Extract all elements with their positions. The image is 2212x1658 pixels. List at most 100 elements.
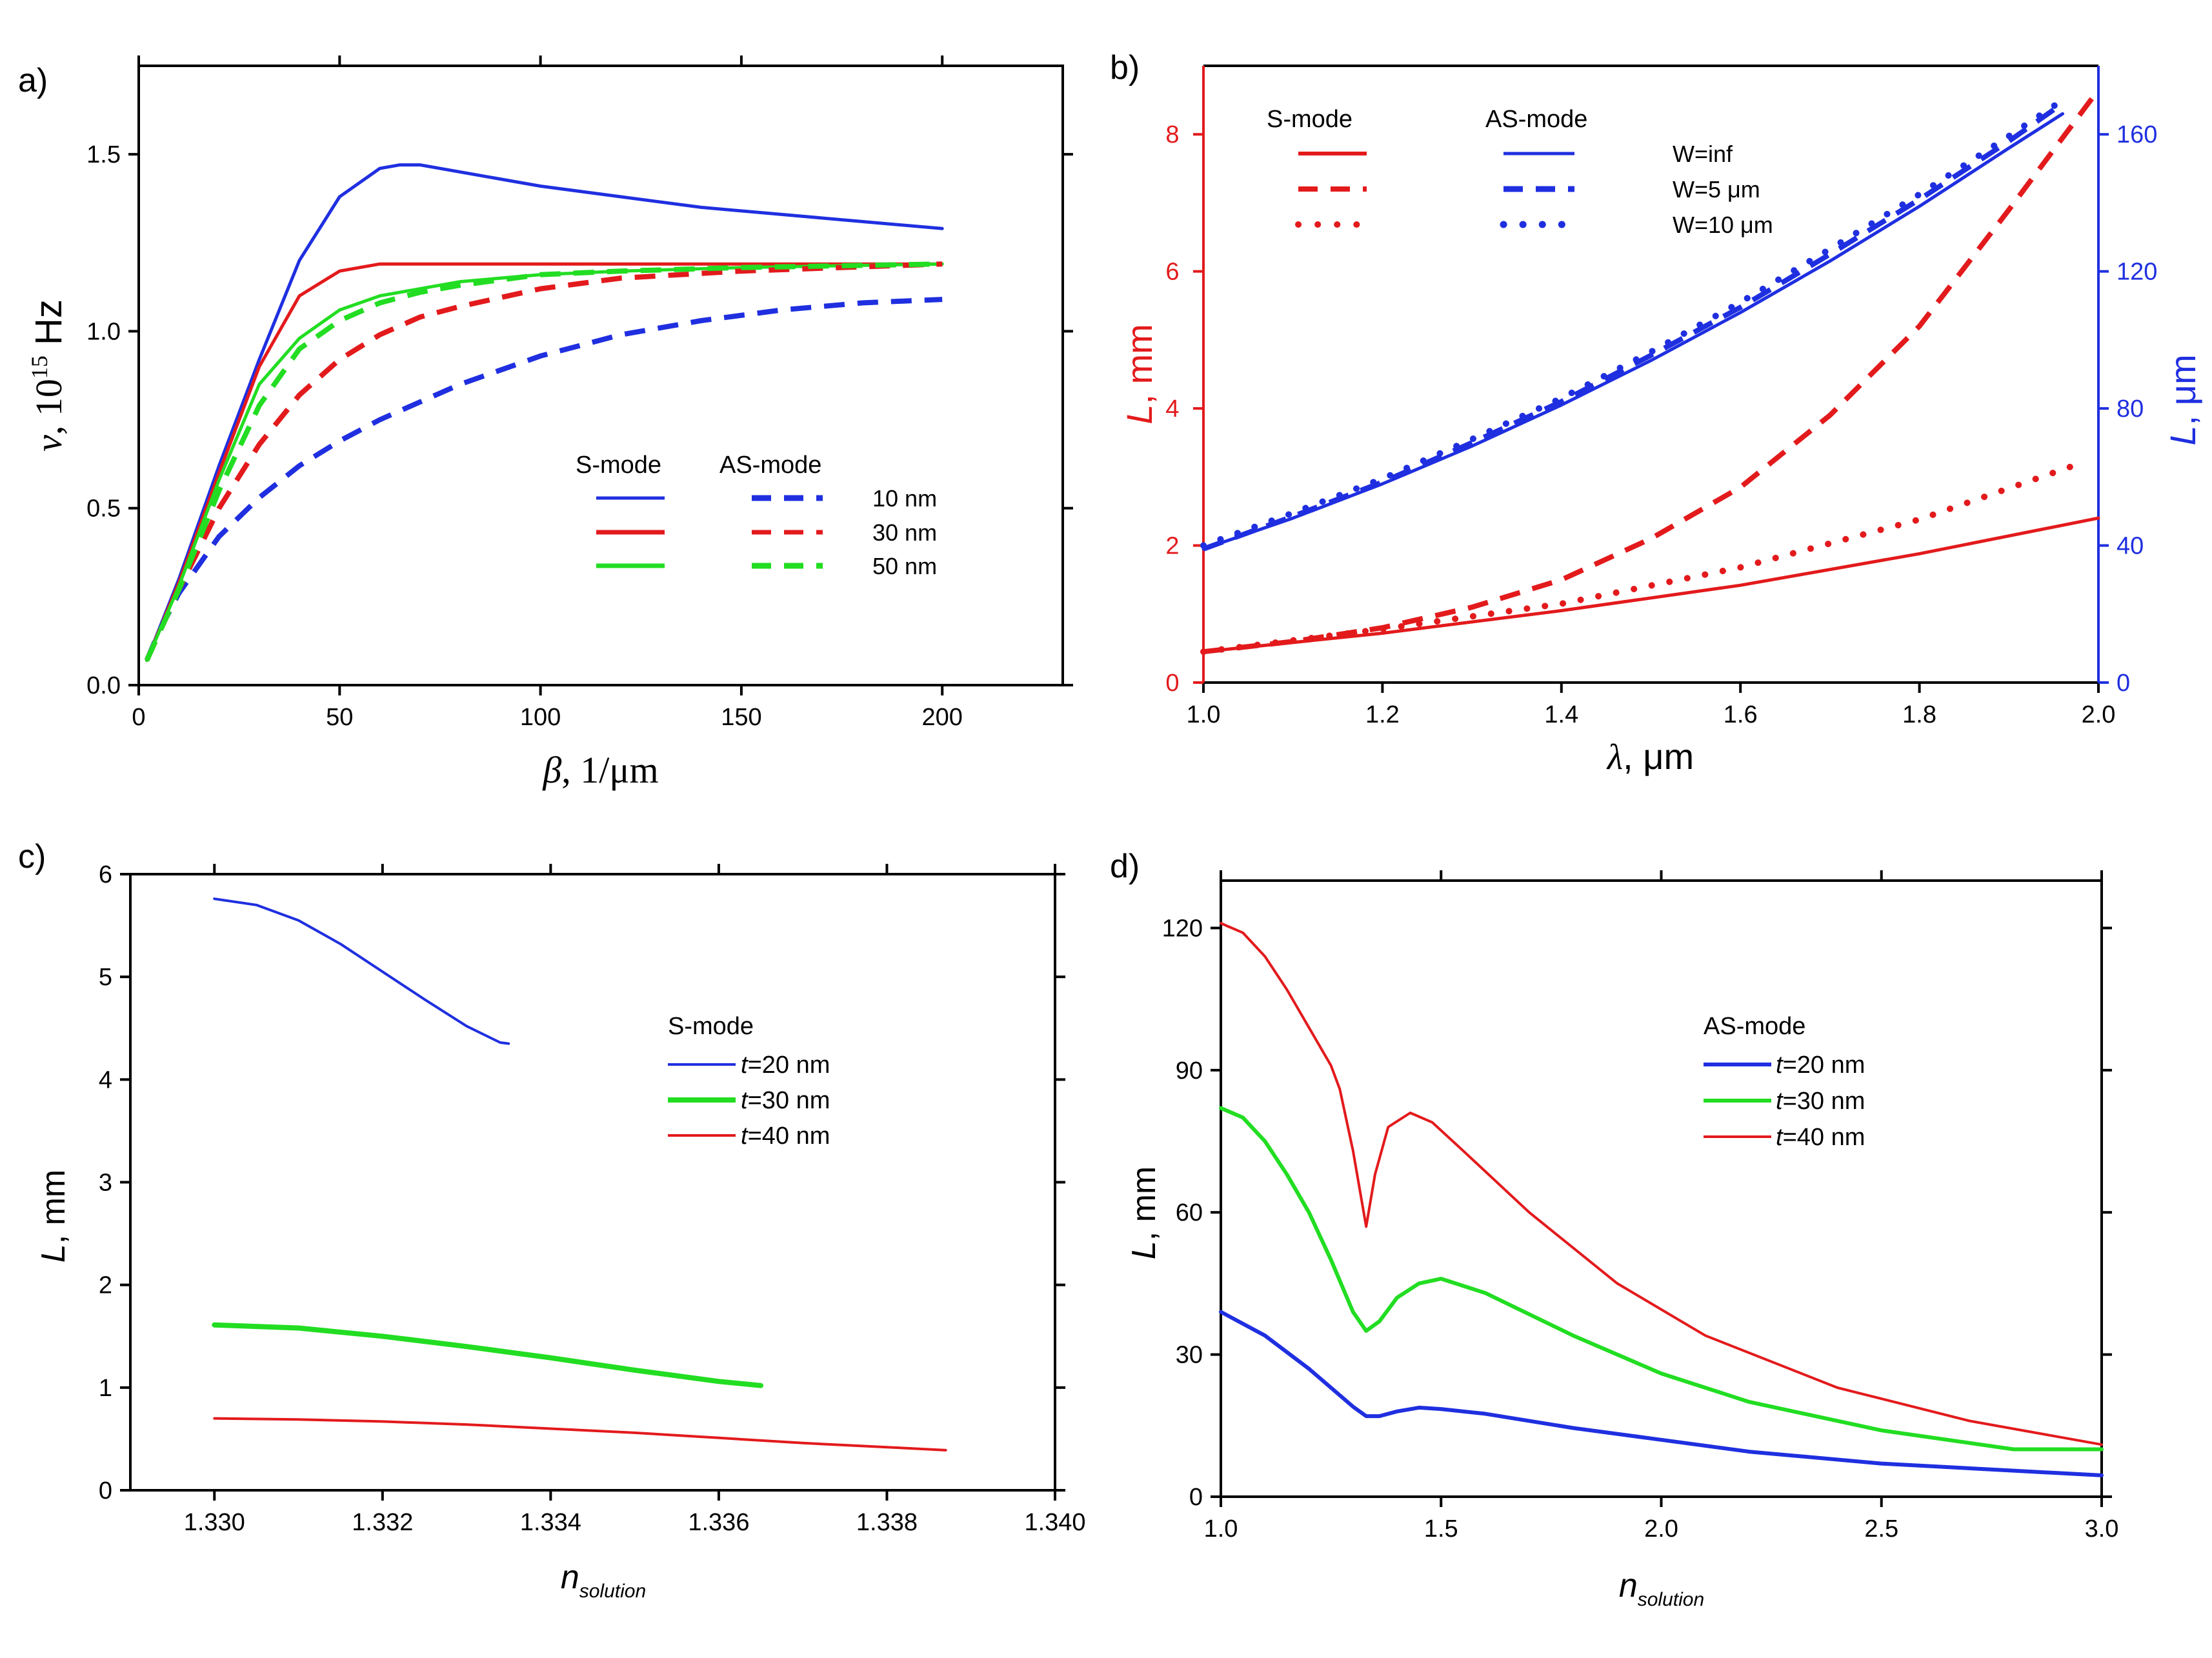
- panel-b-legend-label-inf: W=inf: [1673, 141, 1733, 167]
- b-xtick-label: 2.0: [2082, 701, 2116, 728]
- panel-b-ylabel-left: L, mm: [1119, 324, 1160, 424]
- a-ytick-label: 0.5: [86, 495, 121, 523]
- a-ytick-label: 1.5: [86, 141, 121, 168]
- c-ytick-label: 0: [99, 1477, 112, 1504]
- panel-a-ylabel-sup: 15: [26, 355, 52, 379]
- panel-a-series-line: [144, 261, 943, 662]
- a-xtick-label: 50: [326, 704, 353, 731]
- panel-d-legend-text-20: t=20 nm: [1776, 1052, 1865, 1079]
- panel-b-legend: S-mode AS-mode W=inf W=5 μm W=10 μm: [1267, 106, 1773, 238]
- b-xtick-label: 1.8: [1902, 701, 1936, 728]
- a-xtick-label: 0: [132, 704, 145, 731]
- panel-b-legend-s-title: S-mode: [1267, 106, 1352, 133]
- panel-c-series-line: [212, 1322, 763, 1388]
- panel-d-xlabel-sub: solution: [1638, 1589, 1704, 1610]
- a-xtick-label: 150: [721, 704, 761, 731]
- panel-a-series-line: [144, 297, 943, 662]
- b-xtick-label: 1.6: [1724, 701, 1758, 728]
- panel-d-label: d): [1110, 848, 1140, 885]
- c-xtick-label: 1.332: [352, 1509, 413, 1536]
- panel-a-ylabel: ν, 1015 Hz: [26, 299, 70, 452]
- panel-a-legend-label-10: 10 nm: [872, 485, 937, 512]
- panel-d-legend-t-30: t: [1776, 1088, 1784, 1115]
- d-ytick-label: 90: [1176, 1057, 1203, 1084]
- panel-c-legend-t-40: t: [741, 1123, 749, 1150]
- d-ytick-label: 30: [1176, 1342, 1203, 1369]
- panel-b-ylabel-left-unit: , mm: [1119, 324, 1160, 404]
- panel-a-xlabel: β, 1/μm: [542, 749, 658, 791]
- panel-d-xlabel-symbol: n: [1619, 1567, 1638, 1604]
- panel-a-legend-as-title: AS-mode: [719, 452, 821, 479]
- panel-c-xlabel-sub: solution: [579, 1581, 646, 1602]
- panel-a-xlabel-unit: , 1/μm: [561, 749, 658, 791]
- panel-a-xlabel-symbol: β: [542, 749, 561, 791]
- panel-c-legend-text-20: t=20 nm: [741, 1052, 830, 1079]
- panel-c-xlabel-symbol: n: [561, 1559, 579, 1596]
- d-xtick-label: 2.0: [1644, 1515, 1678, 1543]
- panel-c: c) 1.330 1.332 1.334 1.336 1.338 1.340 0 1 2 3 4 5 6…: [18, 838, 1086, 1602]
- b-ytick-left-label: 8: [1165, 121, 1179, 148]
- panel-a-ticks: 0 50 100 150 200 0.0 0.5 1.0 1.5: [86, 55, 1073, 731]
- c-ytick-label: 4: [99, 1066, 112, 1094]
- panel-c-ylabel-unit: , mm: [35, 1170, 72, 1244]
- panel-d-legend-t-40: t: [1776, 1124, 1784, 1151]
- panel-a-series-line: [145, 262, 944, 663]
- panel-c-series: [212, 897, 947, 1452]
- c-xtick-label: 1.334: [520, 1509, 581, 1536]
- d-xtick-label: 1.5: [1424, 1515, 1458, 1543]
- b-xtick-label: 1.2: [1365, 701, 1400, 728]
- panel-b-legend-label-5: W=5 μm: [1673, 176, 1760, 203]
- panel-d-legend: AS-mode t=20 nm t=30 nm t=40 nm: [1704, 1013, 1865, 1151]
- panel-d-ylabel-symbol: L: [1125, 1241, 1163, 1259]
- b-ytick-left-label: 4: [1165, 395, 1179, 423]
- d-ytick-label: 120: [1162, 915, 1203, 942]
- panel-c-legend-title: S-mode: [668, 1013, 754, 1040]
- panel-d-series-line: [1219, 1310, 2104, 1477]
- panel-d-legend-label-40: =40 nm: [1783, 1124, 1865, 1151]
- c-ytick-label: 1: [99, 1375, 112, 1402]
- d-xtick-label: 1.0: [1204, 1515, 1238, 1543]
- d-xtick-label: 3.0: [2085, 1515, 2119, 1543]
- panel-c-legend-text-30: t=30 nm: [741, 1087, 830, 1114]
- panel-b-ylabel-right-unit: , μm: [2162, 354, 2203, 425]
- panel-b-xlabel-unit: , μm: [1623, 736, 1694, 777]
- panel-b-xlabel: λ, μm: [1606, 736, 1694, 777]
- panel-d-legend-title: AS-mode: [1704, 1013, 1805, 1040]
- d-xtick-label: 2.5: [1864, 1515, 1898, 1543]
- panel-a-legend: S-mode AS-mode 10 nm 30 nm 50 nm: [576, 452, 937, 579]
- b-ytick-left-label: 6: [1165, 259, 1179, 286]
- c-ytick-label: 3: [99, 1170, 112, 1197]
- b-xtick-label: 1.0: [1187, 701, 1221, 728]
- panel-d-xlabel: nsolution: [1619, 1567, 1704, 1610]
- panel-b-ylabel-right: L, μm: [2162, 354, 2203, 445]
- panel-c-legend-t-20: t: [741, 1052, 749, 1079]
- c-xtick-label: 1.338: [856, 1509, 918, 1536]
- d-ytick-label: 60: [1176, 1199, 1203, 1226]
- c-xtick-label: 1.336: [688, 1509, 749, 1536]
- panel-b-legend-label-10: W=10 μm: [1673, 212, 1773, 238]
- d-ytick-label: 0: [1189, 1484, 1203, 1511]
- panel-c-label: c): [18, 838, 46, 875]
- c-xtick-label: 1.330: [184, 1509, 245, 1536]
- panel-b-ylabel-right-symbol: L: [2162, 425, 2203, 445]
- panel-b-ylabel-left-symbol: L: [1119, 405, 1160, 424]
- b-ytick-right-label: 80: [2116, 395, 2144, 423]
- panel-a-legend-label-30: 30 nm: [872, 519, 937, 546]
- panel-d-legend-t-20: t: [1776, 1052, 1784, 1079]
- panel-d-legend-text-30: t=30 nm: [1776, 1088, 1865, 1115]
- panel-d-ylabel: L, mm: [1125, 1166, 1163, 1259]
- panel-a-ylabel-symbol: ν: [28, 435, 70, 452]
- panel-a-legend-label-50: 50 nm: [872, 553, 937, 579]
- panel-c-series-line: [213, 1417, 947, 1452]
- panel-a-series: [144, 163, 944, 663]
- a-xtick-label: 100: [520, 704, 561, 731]
- panel-c-xlabel: nsolution: [561, 1559, 646, 1602]
- panel-b-label: b): [1110, 49, 1140, 86]
- panel-d-ticks: 1.0 1.5 2.0 2.5 3.0 0 30 60 90 120: [1162, 870, 2119, 1543]
- panel-d-legend-label-30: =30 nm: [1783, 1088, 1865, 1115]
- b-ytick-right-label: 160: [2116, 121, 2157, 148]
- panel-b-series-line: [1202, 112, 2064, 551]
